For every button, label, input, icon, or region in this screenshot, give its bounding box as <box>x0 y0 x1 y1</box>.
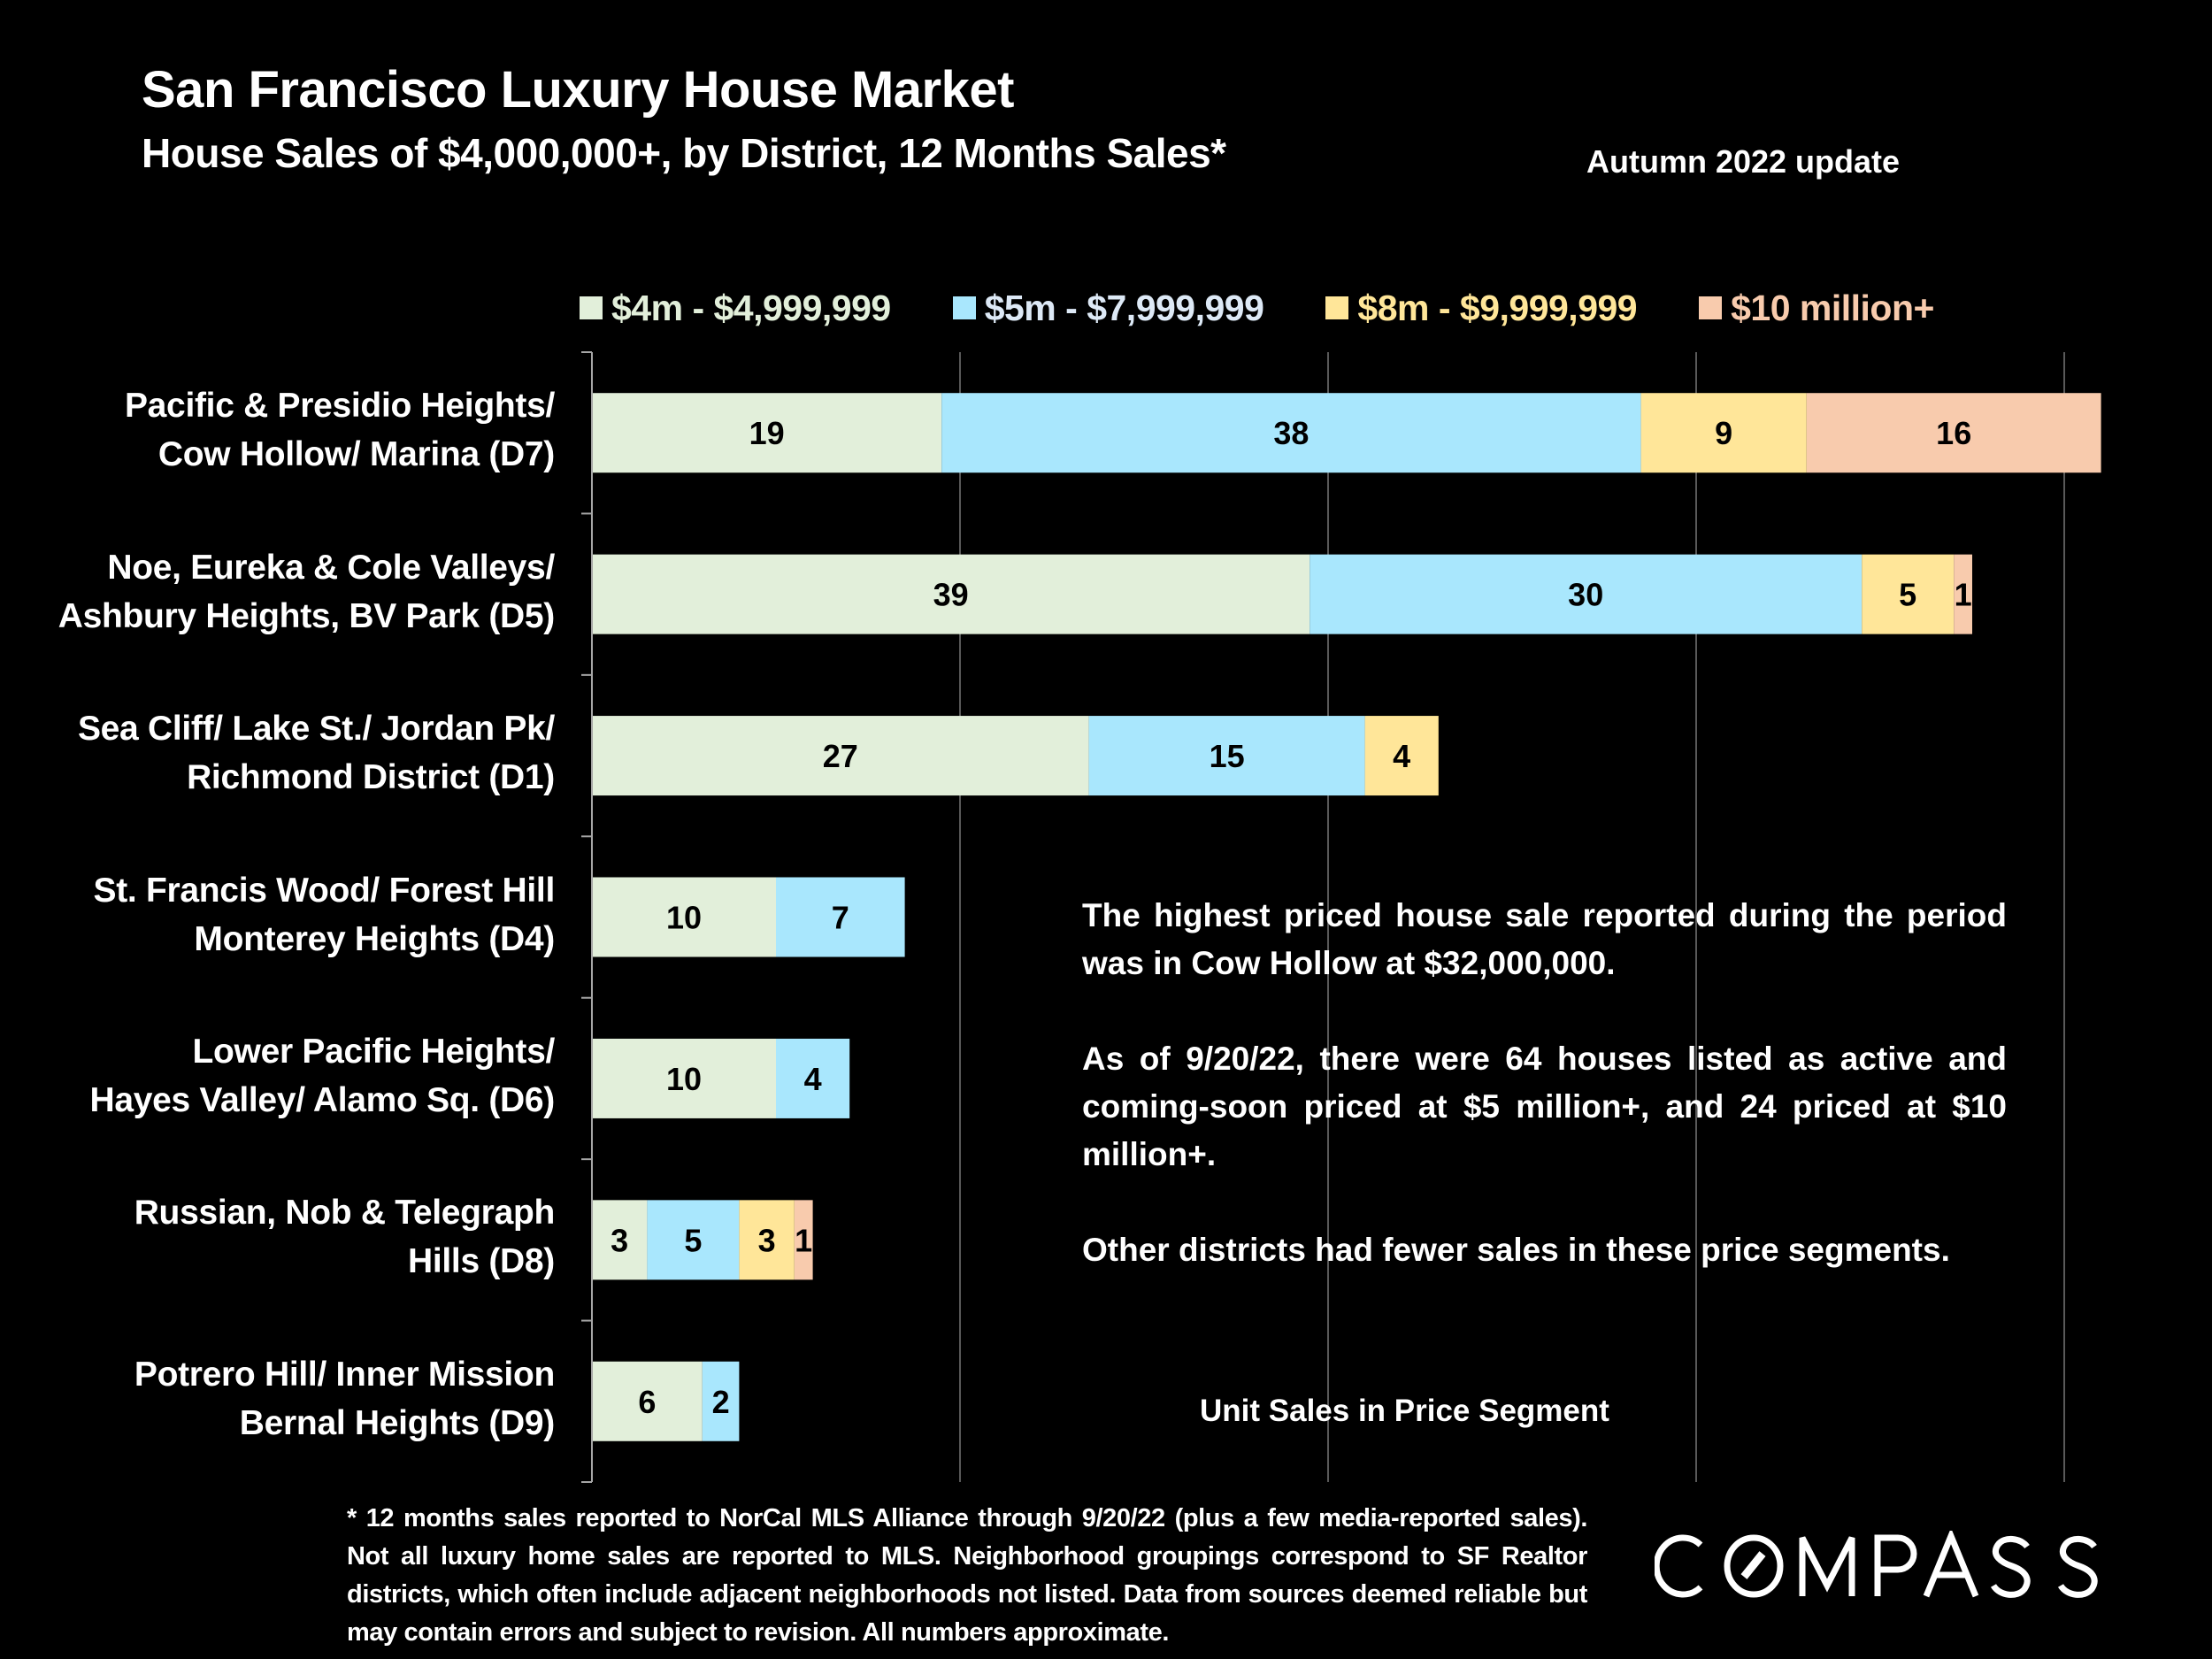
x-axis-label: Unit Sales in Price Segment <box>1200 1394 1609 1428</box>
bar-value-label: 3 <box>611 1222 628 1258</box>
category-label-line: Monterey Heights (D4) <box>194 919 555 958</box>
bar-value-label: 10 <box>666 1061 702 1097</box>
bar-row-3: 10 7 <box>592 877 905 957</box>
bar-value-label: 15 <box>1210 738 1245 774</box>
category-label-line: Noe, Eureka & Cole Valleys/ <box>107 548 555 587</box>
category-label-line: Pacific & Presidio Heights/ <box>124 387 555 426</box>
category-label: Noe, Eureka & Cole Valleys/Ashbury Heigh… <box>0 543 556 641</box>
footnote: * 12 months sales reported to NorCal MLS… <box>347 1504 1587 1647</box>
bar-segment <box>1088 716 1365 796</box>
legend-label-8m: $8m - $9,999,999 <box>1357 287 1638 328</box>
category-label-line: Lower Pacific Heights/ <box>192 1032 555 1071</box>
category-label: Pacific & Presidio Heights/Cow Hollow/ M… <box>0 381 555 479</box>
bar-segment <box>1862 554 1955 634</box>
category-label-line: Cow Hollow/ Marina (D7) <box>157 435 555 474</box>
category-label-line: Russian, Nob & Telegraph <box>134 1194 556 1233</box>
bar-value-label: 6 <box>638 1384 656 1420</box>
bar-value-label: 16 <box>1936 415 1971 451</box>
bar-value-label: 27 <box>823 738 858 774</box>
bar-segment <box>647 1200 740 1280</box>
bar-value-label: 1 <box>795 1222 812 1258</box>
bar-segment <box>794 1200 813 1280</box>
bar-segment <box>1640 393 1807 473</box>
bar-segment <box>592 1200 648 1280</box>
legend: $4m - $4,999,999 $5m - $7,999,999 $8m - … <box>580 283 1934 333</box>
bar-row-0: 19 38 9 16 <box>592 393 2101 473</box>
bar-value-label: 7 <box>832 900 849 936</box>
bar-value-label: 39 <box>933 577 969 613</box>
bar-segment <box>592 1361 703 1441</box>
legend-item-10m: $10 million+ <box>1699 288 1934 329</box>
chart-title: San Francisco Luxury House Market <box>142 61 1014 119</box>
bar-segment <box>592 554 1310 634</box>
bar-segment <box>1806 393 2101 473</box>
bar-value-label: 38 <box>1273 415 1309 451</box>
legend-swatch-4m <box>580 296 603 319</box>
category-label-line: Ashbury Heights, BV Park (D5) <box>58 596 556 635</box>
legend-item-4m: $4m - $4,999,999 <box>580 288 891 329</box>
legend-label-5m: $5m - $7,999,999 <box>984 287 1264 328</box>
category-label: Potrero Hill/ Inner Mission Bernal Height… <box>0 1350 555 1448</box>
bar-value-label: 3 <box>758 1222 776 1258</box>
callout-paragraph-3: Other districts had fewer sales in these… <box>1082 1232 1950 1268</box>
legend-label-4m: $4m - $4,999,999 <box>611 287 891 328</box>
bar-segment <box>592 393 942 473</box>
category-label: Russian, Nob & Telegraph Hills (D8) <box>0 1188 556 1286</box>
category-label-line: Sea Cliff/ Lake St./ Jordan Pk/ <box>77 710 555 749</box>
legend-label-10m: $10 million+ <box>1731 287 1934 328</box>
legend-item-5m: $5m - $7,999,999 <box>952 287 1264 329</box>
bar-segment <box>592 877 776 957</box>
bar-value-label: 2 <box>712 1384 730 1420</box>
callout-paragraph-1: The highest priced house sale reported d… <box>1082 897 2007 981</box>
category-label: Lower Pacific Heights/Hayes Valley/ Alam… <box>0 1027 555 1125</box>
bar-segment <box>592 1038 776 1118</box>
legend-swatch-10m <box>1699 296 1723 319</box>
bar-row-4: 10 4 <box>592 1038 850 1118</box>
category-label-line: Potrero Hill/ Inner Mission <box>134 1355 555 1394</box>
bar-segment <box>776 1038 850 1118</box>
category-label: St. Francis Wood/ Forest Hill Monterey He… <box>0 866 556 964</box>
legend-swatch-5m <box>952 296 976 319</box>
chart-subtitle: House Sales of $4,000,000+, by District,… <box>142 130 1226 176</box>
bar-value-label: 9 <box>1715 415 1732 451</box>
callout-text: The highest priced house sale reported d… <box>1082 892 2007 1274</box>
bar-value-label: 19 <box>749 415 785 451</box>
category-label-line: Hayes Valley/ Alamo Sq. (D6) <box>89 1080 555 1119</box>
category-label-line: Richmond District (D1) <box>187 758 555 797</box>
compass-logo <box>1655 1531 2098 1598</box>
bar-value-label: 1 <box>1955 577 1972 613</box>
category-label-line: St. Francis Wood/ Forest Hill <box>93 871 556 910</box>
legend-swatch-8m <box>1325 296 1349 319</box>
y-axis <box>581 351 593 1483</box>
bar-value-label: 4 <box>804 1061 822 1097</box>
bar-value-label: 10 <box>666 900 702 936</box>
bar-value-label: 5 <box>1899 577 1916 613</box>
category-label-line: Hills (D8) <box>407 1242 555 1281</box>
bar-value-label: 30 <box>1568 577 1603 613</box>
bar-segment <box>1954 554 1972 634</box>
bar-segment <box>1364 716 1439 796</box>
bar-value-label: 5 <box>684 1222 702 1258</box>
bar-segment <box>1310 554 1863 634</box>
update-label: Autumn 2022 update <box>1586 143 1901 180</box>
bar-value-label: 4 <box>1393 738 1410 774</box>
bar-segment <box>776 877 905 957</box>
bar-segment <box>702 1361 740 1441</box>
legend-item-8m: $8m - $9,999,999 <box>1325 287 1638 329</box>
bar-segment <box>941 393 1641 473</box>
bar-row-1: 39 30 5 1 <box>592 554 1972 634</box>
callout-paragraph-2: As of 9/20/22, there were 64 houses list… <box>1082 1041 2007 1172</box>
bar-segment <box>592 716 1089 796</box>
category-label-line: Bernal Heights (D9) <box>239 1403 556 1442</box>
bar-row-2: 27 15 4 <box>592 716 1439 796</box>
bar-segment <box>739 1200 795 1280</box>
category-label: Sea Cliff/ Lake St./ Jordan Pk/Richmond … <box>0 704 555 802</box>
gridlines <box>959 352 2065 1482</box>
